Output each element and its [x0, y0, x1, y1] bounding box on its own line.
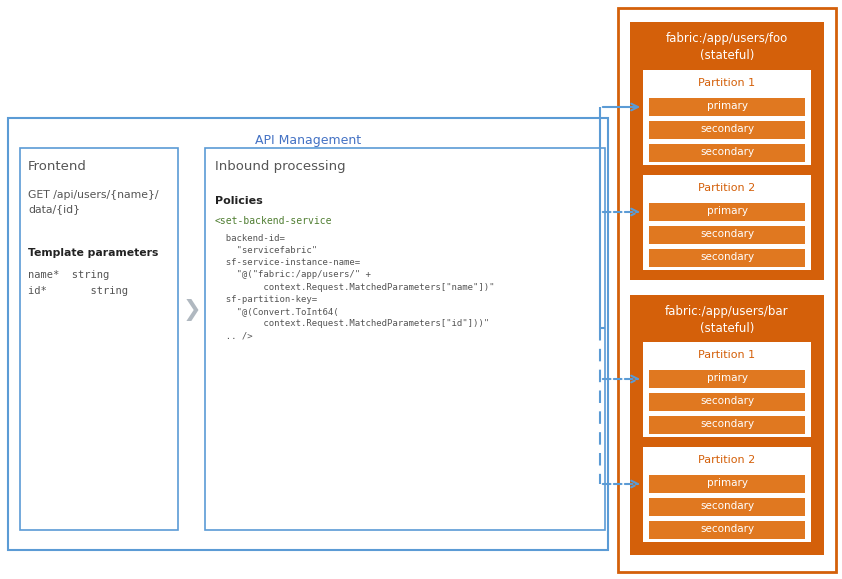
Text: secondary: secondary [700, 396, 754, 406]
Text: GET /api/users/{name}/
data/{id}: GET /api/users/{name}/ data/{id} [28, 190, 158, 214]
Text: Frontend: Frontend [28, 160, 87, 173]
Text: secondary: secondary [700, 419, 754, 429]
Bar [649, 393, 805, 411]
Bar [649, 498, 805, 516]
Bar [205, 148, 605, 530]
Text: Partition 1: Partition 1 [698, 78, 755, 88]
Text: fabric:/app/users/bar
(stateful): fabric:/app/users/bar (stateful) [665, 305, 789, 335]
Text: secondary: secondary [700, 147, 754, 157]
Text: Service Fabric: Service Fabric [683, 26, 771, 39]
Text: Template parameters: Template parameters [28, 248, 158, 258]
Bar [649, 226, 805, 244]
Text: secondary: secondary [700, 252, 754, 262]
Text: Inbound processing: Inbound processing [215, 160, 345, 173]
Bar [643, 175, 811, 270]
Bar [649, 98, 805, 116]
Text: Partition 2: Partition 2 [698, 455, 755, 465]
Text: primary: primary [706, 373, 748, 383]
Bar [649, 416, 805, 434]
Text: Policies: Policies [215, 196, 263, 206]
Bar [649, 203, 805, 221]
Text: Partition 1: Partition 1 [698, 350, 755, 360]
Bar [618, 8, 836, 572]
Bar [643, 342, 811, 437]
Bar [649, 521, 805, 539]
Text: API Management: API Management [255, 134, 361, 147]
Bar [20, 148, 178, 530]
Bar [649, 121, 805, 139]
Bar [649, 370, 805, 388]
Text: name*  string
id*       string: name* string id* string [28, 270, 128, 296]
Bar [630, 22, 824, 280]
Bar [8, 118, 608, 550]
Text: secondary: secondary [700, 524, 754, 534]
Text: fabric:/app/users/foo
(stateful): fabric:/app/users/foo (stateful) [666, 32, 788, 62]
Bar [643, 70, 811, 165]
Text: primary: primary [706, 101, 748, 111]
Text: backend-id=
    "servicefabric"
  sf-service-instance-name=
    "@("fabric:/app/: backend-id= "servicefabric" sf-service-i… [215, 234, 494, 340]
Text: <set-backend-service: <set-backend-service [215, 216, 333, 226]
Bar [649, 475, 805, 493]
Text: ❯: ❯ [183, 299, 201, 321]
Text: Partition 2: Partition 2 [698, 183, 755, 193]
Bar [630, 295, 824, 555]
Text: primary: primary [706, 478, 748, 488]
Text: primary: primary [706, 206, 748, 216]
Bar [643, 447, 811, 542]
Text: secondary: secondary [700, 501, 754, 511]
Text: secondary: secondary [700, 124, 754, 134]
Bar [649, 144, 805, 162]
Bar [649, 249, 805, 267]
Text: secondary: secondary [700, 229, 754, 239]
